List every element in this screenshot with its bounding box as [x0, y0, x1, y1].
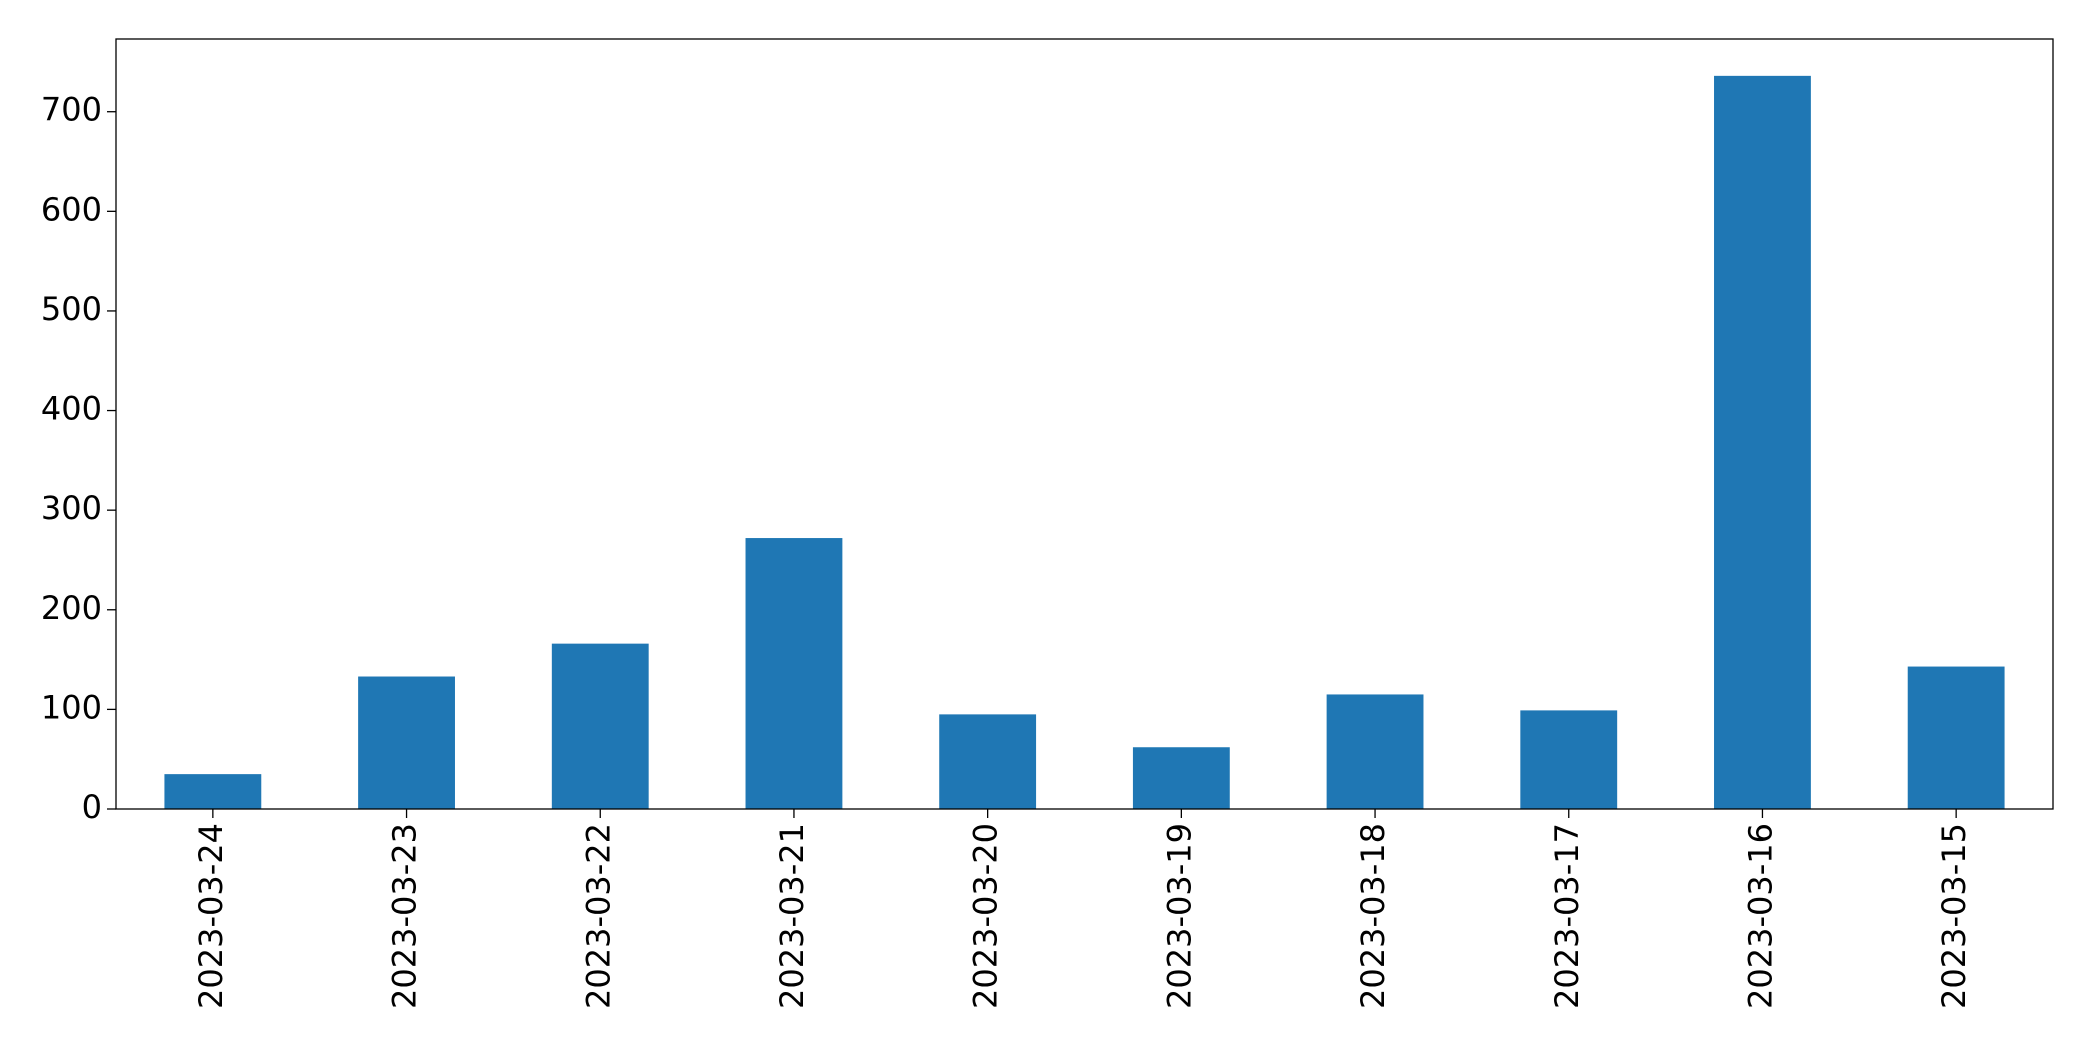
- y-tick-label: 500: [41, 290, 102, 328]
- y-tick-label: 100: [41, 688, 102, 726]
- y-tick-label: 400: [41, 390, 102, 428]
- x-tick-label: 2023-03-15: [1935, 823, 1973, 1009]
- x-tick-label: 2023-03-18: [1354, 823, 1392, 1009]
- bar: [1907, 666, 2005, 809]
- bar: [1132, 747, 1230, 809]
- x-tick-label: 2023-03-16: [1741, 823, 1779, 1009]
- x-tick-label: 2023-03-22: [579, 823, 617, 1009]
- bar: [358, 676, 455, 809]
- y-tick-label: 700: [41, 91, 102, 129]
- y-tick-label: 200: [41, 589, 102, 627]
- x-tick-label: 2023-03-19: [1160, 823, 1198, 1009]
- x-tick-label: 2023-03-21: [773, 823, 811, 1009]
- bar: [1326, 694, 1424, 809]
- x-tick-label: 2023-03-24: [192, 823, 230, 1009]
- bar: [551, 643, 649, 809]
- y-tick-label: 600: [41, 190, 102, 228]
- bar: [1714, 75, 1811, 810]
- plot-frame: [115, 38, 2054, 810]
- y-tick-label: 0: [82, 788, 102, 826]
- x-tick-label: 2023-03-17: [1548, 823, 1586, 1009]
- bar: [939, 714, 1037, 809]
- x-tick-label: 2023-03-20: [967, 823, 1005, 1009]
- y-tick-label: 300: [41, 489, 102, 527]
- x-tick-label: 2023-03-23: [386, 823, 424, 1009]
- bar: [745, 538, 843, 809]
- bar: [1520, 710, 1618, 809]
- bar: [164, 774, 262, 809]
